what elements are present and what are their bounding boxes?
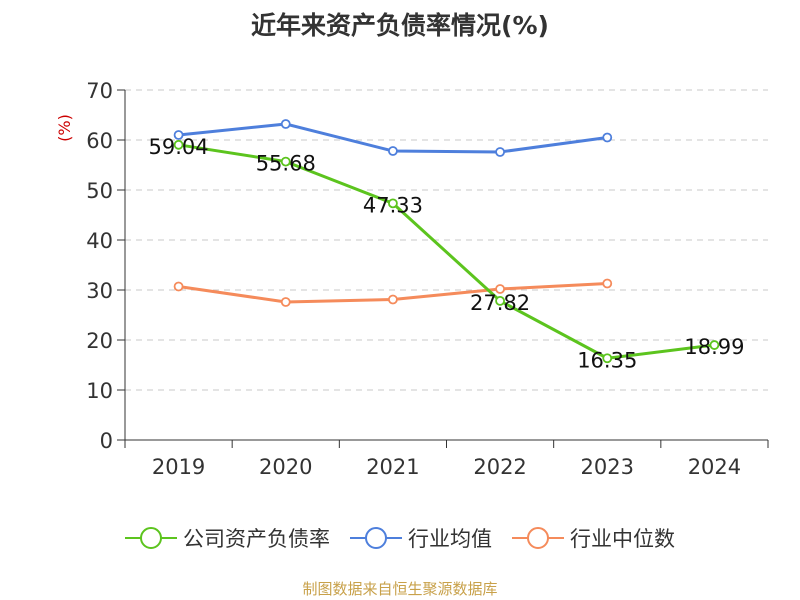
legend-swatch-0 bbox=[125, 527, 177, 549]
data-point-0-2021 bbox=[388, 198, 398, 209]
y-tick-label-30: 30 bbox=[86, 279, 113, 303]
y-tick-label-10: 10 bbox=[86, 379, 113, 403]
y-axis-label: (%) bbox=[55, 114, 74, 142]
legend-item-2: 行业中位数 bbox=[512, 523, 675, 553]
y-tick-label-60: 60 bbox=[86, 129, 113, 153]
data-point-1-2019 bbox=[173, 130, 184, 140]
x-tick-label-2024: 2024 bbox=[688, 455, 741, 479]
data-point-0-2024 bbox=[709, 340, 720, 350]
data-point-2-2019 bbox=[173, 281, 184, 292]
data-point-1-2023 bbox=[602, 132, 613, 143]
legend-item-1: 行业均值 bbox=[350, 523, 492, 553]
data-point-0-2020 bbox=[280, 156, 291, 167]
legend-item-0: 公司资产负债率 bbox=[125, 523, 330, 553]
data-point-1-2020 bbox=[280, 119, 291, 129]
y-tick-label-20: 20 bbox=[86, 329, 113, 353]
chart-title: 近年来资产负债率情况(%) bbox=[251, 11, 549, 40]
x-tick-label-2021: 2021 bbox=[366, 455, 419, 479]
data-point-2-2022 bbox=[495, 284, 505, 294]
data-label-2020: 55.68 bbox=[256, 152, 316, 176]
data-label-2024: 18.99 bbox=[684, 335, 744, 359]
legend-label-0: 公司资产负债率 bbox=[183, 527, 330, 551]
legend-label-1: 行业均值 bbox=[408, 527, 492, 551]
data-point-2-2023 bbox=[602, 278, 613, 289]
data-point-0-2022 bbox=[495, 295, 505, 306]
data-point-0-2019 bbox=[173, 139, 184, 150]
x-tick-label-2023: 2023 bbox=[581, 455, 634, 479]
data-label-2022: 27.82 bbox=[470, 291, 530, 315]
y-tick-label-0: 0 bbox=[100, 429, 113, 453]
data-point-2-2020 bbox=[280, 297, 291, 307]
x-tick-label-2020: 2020 bbox=[259, 455, 312, 479]
data-point-1-2022 bbox=[495, 147, 505, 157]
data-label-2021: 47.33 bbox=[363, 193, 423, 217]
y-tick-label-70: 70 bbox=[86, 79, 113, 103]
data-point-2-2021 bbox=[388, 294, 398, 305]
data-label-2019: 59.04 bbox=[149, 135, 209, 159]
source-note: 制图数据来自恒生聚源数据库 bbox=[302, 580, 498, 598]
legend-label-2: 行业中位数 bbox=[570, 527, 675, 551]
legend-swatch-2 bbox=[512, 527, 564, 549]
data-point-0-2023 bbox=[602, 353, 613, 364]
y-tick-label-50: 50 bbox=[86, 179, 113, 203]
series-line-0 bbox=[178, 143, 715, 360]
x-tick-label-2019: 2019 bbox=[152, 455, 205, 479]
legend: 公司资产负债率 行业均值 行业中位数 bbox=[0, 518, 800, 558]
data-label-2023: 16.35 bbox=[577, 348, 637, 372]
y-tick-label-40: 40 bbox=[86, 229, 113, 253]
x-tick-label-2022: 2022 bbox=[473, 455, 526, 479]
legend-swatch-1 bbox=[350, 527, 402, 549]
data-point-1-2021 bbox=[388, 146, 398, 156]
